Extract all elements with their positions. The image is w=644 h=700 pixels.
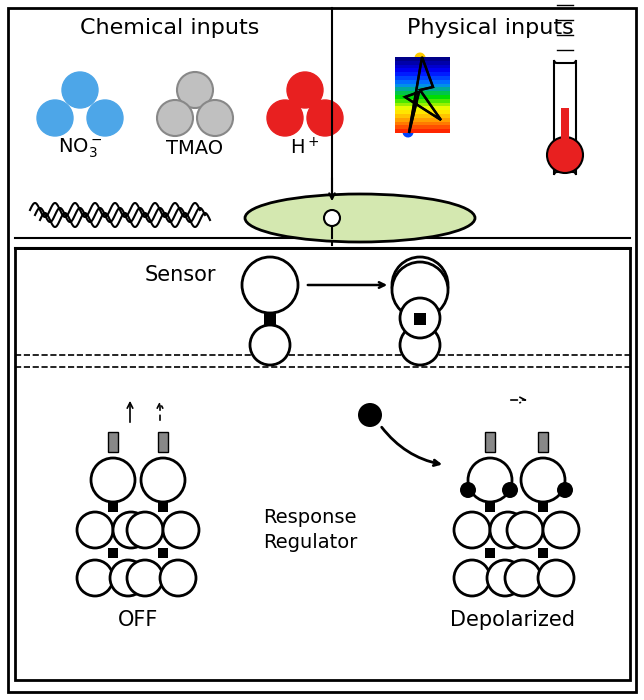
Bar — [395, 88, 450, 91]
Bar — [414, 313, 426, 325]
Circle shape — [37, 100, 73, 136]
Bar — [395, 130, 450, 133]
Bar — [395, 106, 450, 110]
Circle shape — [507, 512, 543, 548]
Text: Physical inputs: Physical inputs — [406, 18, 573, 38]
Circle shape — [505, 560, 541, 596]
Circle shape — [160, 560, 196, 596]
Circle shape — [287, 72, 323, 108]
Text: Depolarized: Depolarized — [451, 610, 576, 630]
Circle shape — [538, 560, 574, 596]
Circle shape — [324, 210, 340, 226]
Bar — [158, 548, 168, 558]
Text: H$^+$: H$^+$ — [290, 137, 320, 159]
Bar — [264, 313, 276, 325]
Bar — [395, 64, 450, 69]
Bar — [395, 91, 450, 95]
Bar — [538, 432, 548, 452]
Circle shape — [557, 482, 573, 498]
Circle shape — [77, 560, 113, 596]
FancyBboxPatch shape — [80, 377, 149, 452]
FancyBboxPatch shape — [137, 381, 193, 447]
Circle shape — [197, 100, 233, 136]
Ellipse shape — [459, 377, 506, 395]
Bar — [158, 432, 168, 452]
Circle shape — [87, 100, 123, 136]
Bar — [395, 57, 450, 61]
Circle shape — [127, 560, 163, 596]
Bar — [485, 502, 495, 512]
Circle shape — [358, 403, 382, 427]
Text: TMAO: TMAO — [166, 139, 223, 158]
Bar — [538, 502, 548, 512]
Bar — [395, 76, 450, 80]
Text: OFF: OFF — [118, 610, 158, 630]
Ellipse shape — [102, 376, 147, 398]
Circle shape — [490, 512, 526, 548]
Bar — [108, 548, 118, 558]
Bar — [395, 118, 450, 122]
Bar — [538, 548, 548, 558]
Circle shape — [521, 458, 565, 502]
Circle shape — [543, 512, 579, 548]
Circle shape — [157, 100, 193, 136]
FancyBboxPatch shape — [457, 378, 523, 450]
Circle shape — [460, 482, 476, 498]
Circle shape — [392, 257, 448, 313]
Circle shape — [454, 512, 490, 548]
Circle shape — [502, 482, 518, 498]
Bar — [15, 248, 630, 680]
Circle shape — [267, 100, 303, 136]
Circle shape — [163, 512, 199, 548]
Ellipse shape — [245, 194, 475, 242]
Circle shape — [242, 257, 298, 313]
Bar — [395, 99, 450, 103]
Circle shape — [454, 560, 490, 596]
Circle shape — [468, 458, 512, 502]
Circle shape — [141, 458, 185, 502]
Ellipse shape — [529, 377, 576, 395]
Circle shape — [400, 298, 440, 338]
FancyBboxPatch shape — [512, 378, 578, 450]
Bar — [395, 114, 450, 118]
Text: NO$_3^-$: NO$_3^-$ — [57, 136, 102, 160]
Bar — [395, 61, 450, 64]
Circle shape — [62, 72, 98, 108]
Bar — [395, 122, 450, 125]
Circle shape — [77, 512, 113, 548]
Circle shape — [487, 560, 523, 596]
Bar — [395, 80, 450, 83]
Circle shape — [177, 72, 213, 108]
Circle shape — [91, 458, 135, 502]
Bar — [395, 83, 450, 88]
Bar — [395, 95, 450, 99]
Circle shape — [110, 560, 146, 596]
Circle shape — [547, 137, 583, 173]
Circle shape — [307, 100, 343, 136]
Bar — [395, 103, 450, 106]
Circle shape — [250, 325, 290, 365]
Circle shape — [127, 512, 163, 548]
Text: Sensor: Sensor — [144, 265, 216, 285]
Text: Response
Regulator: Response Regulator — [263, 508, 357, 552]
Bar — [485, 432, 495, 452]
Bar — [485, 548, 495, 558]
Circle shape — [113, 512, 149, 548]
Polygon shape — [405, 57, 441, 133]
Bar — [395, 125, 450, 130]
Bar — [158, 502, 168, 512]
Circle shape — [400, 325, 440, 365]
Text: Chemical inputs: Chemical inputs — [80, 18, 260, 38]
Bar — [395, 69, 450, 72]
Bar — [395, 110, 450, 114]
Bar — [108, 502, 118, 512]
Ellipse shape — [138, 378, 186, 393]
Bar — [395, 72, 450, 76]
FancyBboxPatch shape — [554, 60, 576, 175]
Bar — [561, 108, 569, 165]
Circle shape — [392, 262, 448, 318]
Bar — [108, 432, 118, 452]
